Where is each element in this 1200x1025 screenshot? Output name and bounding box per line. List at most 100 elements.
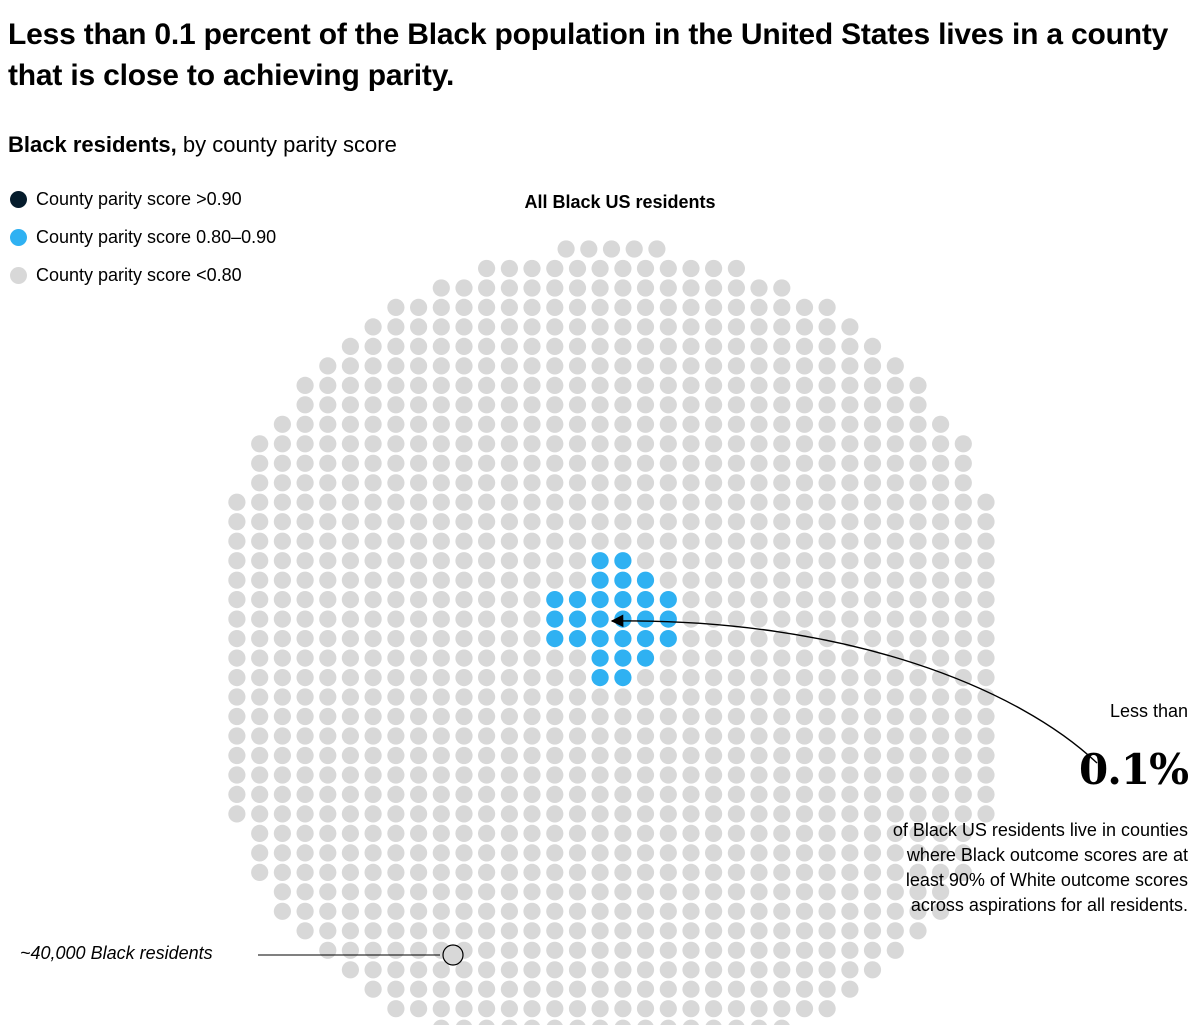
dot-parity-below-080 — [863, 922, 882, 940]
dot-parity-below-080 — [682, 746, 700, 765]
dot-parity-below-080 — [273, 707, 291, 726]
dot-parity-below-080 — [523, 922, 541, 940]
dot-parity-below-080 — [932, 844, 950, 862]
dot-parity-below-080 — [705, 1000, 723, 1018]
dot-parity-below-080 — [682, 415, 700, 433]
dot-parity-below-080 — [478, 376, 496, 394]
dot-parity-below-080 — [750, 922, 768, 940]
dot-parity-below-080 — [636, 376, 655, 394]
dot-parity-below-080 — [773, 961, 791, 979]
dot-parity-080-090 — [591, 649, 609, 667]
dot-parity-below-080 — [705, 279, 723, 297]
dot-parity-below-080 — [455, 824, 473, 843]
dot-parity-below-080 — [387, 707, 405, 726]
dot-parity-below-080 — [591, 513, 609, 531]
dot-parity-below-080 — [500, 922, 518, 940]
dot-parity-below-080 — [455, 688, 473, 706]
dot-parity-below-080 — [568, 454, 587, 472]
dot-parity-below-080 — [296, 532, 314, 550]
dot-parity-below-080 — [523, 980, 541, 998]
dot-parity-below-080 — [818, 766, 836, 784]
dot-parity-below-080 — [523, 727, 541, 745]
dot-parity-below-080 — [500, 591, 518, 609]
dot-parity-below-080 — [705, 961, 723, 979]
dot-parity-below-080 — [432, 766, 450, 784]
dot-parity-below-080 — [614, 805, 632, 823]
dot-parity-below-080 — [636, 513, 655, 531]
dot-parity-below-080 — [795, 357, 814, 375]
dot-parity-below-080 — [659, 980, 677, 998]
legend-label: County parity score <0.80 — [36, 265, 242, 285]
dot-parity-below-080 — [296, 571, 314, 589]
dot-parity-below-080 — [478, 844, 496, 862]
dot-parity-below-080 — [432, 415, 450, 433]
dot-parity-below-080 — [591, 357, 609, 375]
dot-parity-below-080 — [659, 746, 677, 765]
legend-dot-blue-icon — [10, 229, 27, 246]
dot-parity-080-090 — [614, 552, 632, 570]
dot-parity-below-080 — [863, 707, 882, 726]
dot-parity-below-080 — [977, 727, 995, 745]
dot-parity-below-080 — [773, 376, 791, 394]
dot-parity-below-080 — [954, 785, 972, 804]
dot-parity-below-080 — [886, 941, 904, 959]
dot-parity-below-080 — [387, 688, 405, 706]
dot-parity-below-080 — [863, 844, 882, 862]
dot-parity-below-080 — [364, 610, 382, 628]
dot-parity-below-080 — [478, 259, 496, 278]
dot-parity-below-080 — [478, 902, 496, 920]
dot-parity-below-080 — [500, 493, 518, 511]
dot-parity-below-080 — [523, 474, 541, 492]
dot-parity-below-080 — [886, 630, 904, 648]
dot-parity-below-080 — [410, 298, 428, 316]
dot-parity-below-080 — [410, 863, 428, 882]
dot-parity-below-080 — [478, 746, 496, 765]
dot-parity-below-080 — [319, 922, 337, 940]
dot-parity-below-080 — [932, 415, 950, 433]
dot-parity-below-080 — [886, 454, 904, 472]
dot-parity-below-080 — [478, 298, 496, 316]
dot-parity-below-080 — [750, 474, 768, 492]
dot-parity-below-080 — [795, 630, 814, 648]
dot-parity-below-080 — [523, 513, 541, 531]
dot-parity-below-080 — [568, 766, 587, 784]
dot-parity-below-080 — [500, 298, 518, 316]
dot-parity-below-080 — [591, 941, 609, 959]
dot-parity-below-080 — [818, 357, 836, 375]
dot-parity-below-080 — [773, 863, 791, 882]
dot-parity-below-080 — [909, 454, 927, 472]
dot-parity-below-080 — [727, 669, 746, 687]
dot-parity-below-080 — [228, 805, 246, 823]
dot-parity-below-080 — [546, 844, 564, 862]
dot-parity-below-080 — [410, 727, 428, 745]
dot-parity-below-080 — [614, 883, 632, 901]
dot-parity-below-080 — [909, 376, 927, 394]
dot-parity-below-080 — [364, 785, 382, 804]
dot-parity-below-080 — [433, 1019, 450, 1025]
dot-parity-below-080 — [546, 454, 564, 472]
dot-parity-below-080 — [387, 1000, 405, 1018]
dot-parity-below-080 — [886, 785, 904, 804]
legend-label: County parity score >0.90 — [36, 189, 242, 209]
dot-parity-below-080 — [568, 474, 587, 492]
dot-parity-below-080 — [319, 902, 337, 920]
dot-parity-below-080 — [614, 727, 632, 745]
dot-parity-below-080 — [795, 883, 814, 901]
dot-parity-below-080 — [659, 552, 677, 570]
dot-parity-below-080 — [523, 961, 541, 979]
dot-parity-below-080 — [682, 493, 700, 511]
dot-parity-below-080 — [546, 746, 564, 765]
dot-parity-below-080 — [387, 318, 405, 336]
dot-parity-below-080 — [341, 727, 359, 745]
dot-parity-below-080 — [932, 454, 950, 472]
dot-parity-below-080 — [523, 396, 541, 414]
dot-parity-below-080 — [455, 279, 473, 297]
dot-parity-below-080 — [727, 279, 746, 297]
dot-parity-below-080 — [410, 571, 428, 589]
dot-parity-below-080 — [773, 805, 791, 823]
dot-parity-below-080 — [659, 435, 677, 453]
dot-parity-below-080 — [251, 454, 269, 472]
dot-parity-below-080 — [251, 824, 269, 843]
dot-parity-below-080 — [296, 707, 314, 726]
dot-parity-below-080 — [568, 707, 587, 726]
